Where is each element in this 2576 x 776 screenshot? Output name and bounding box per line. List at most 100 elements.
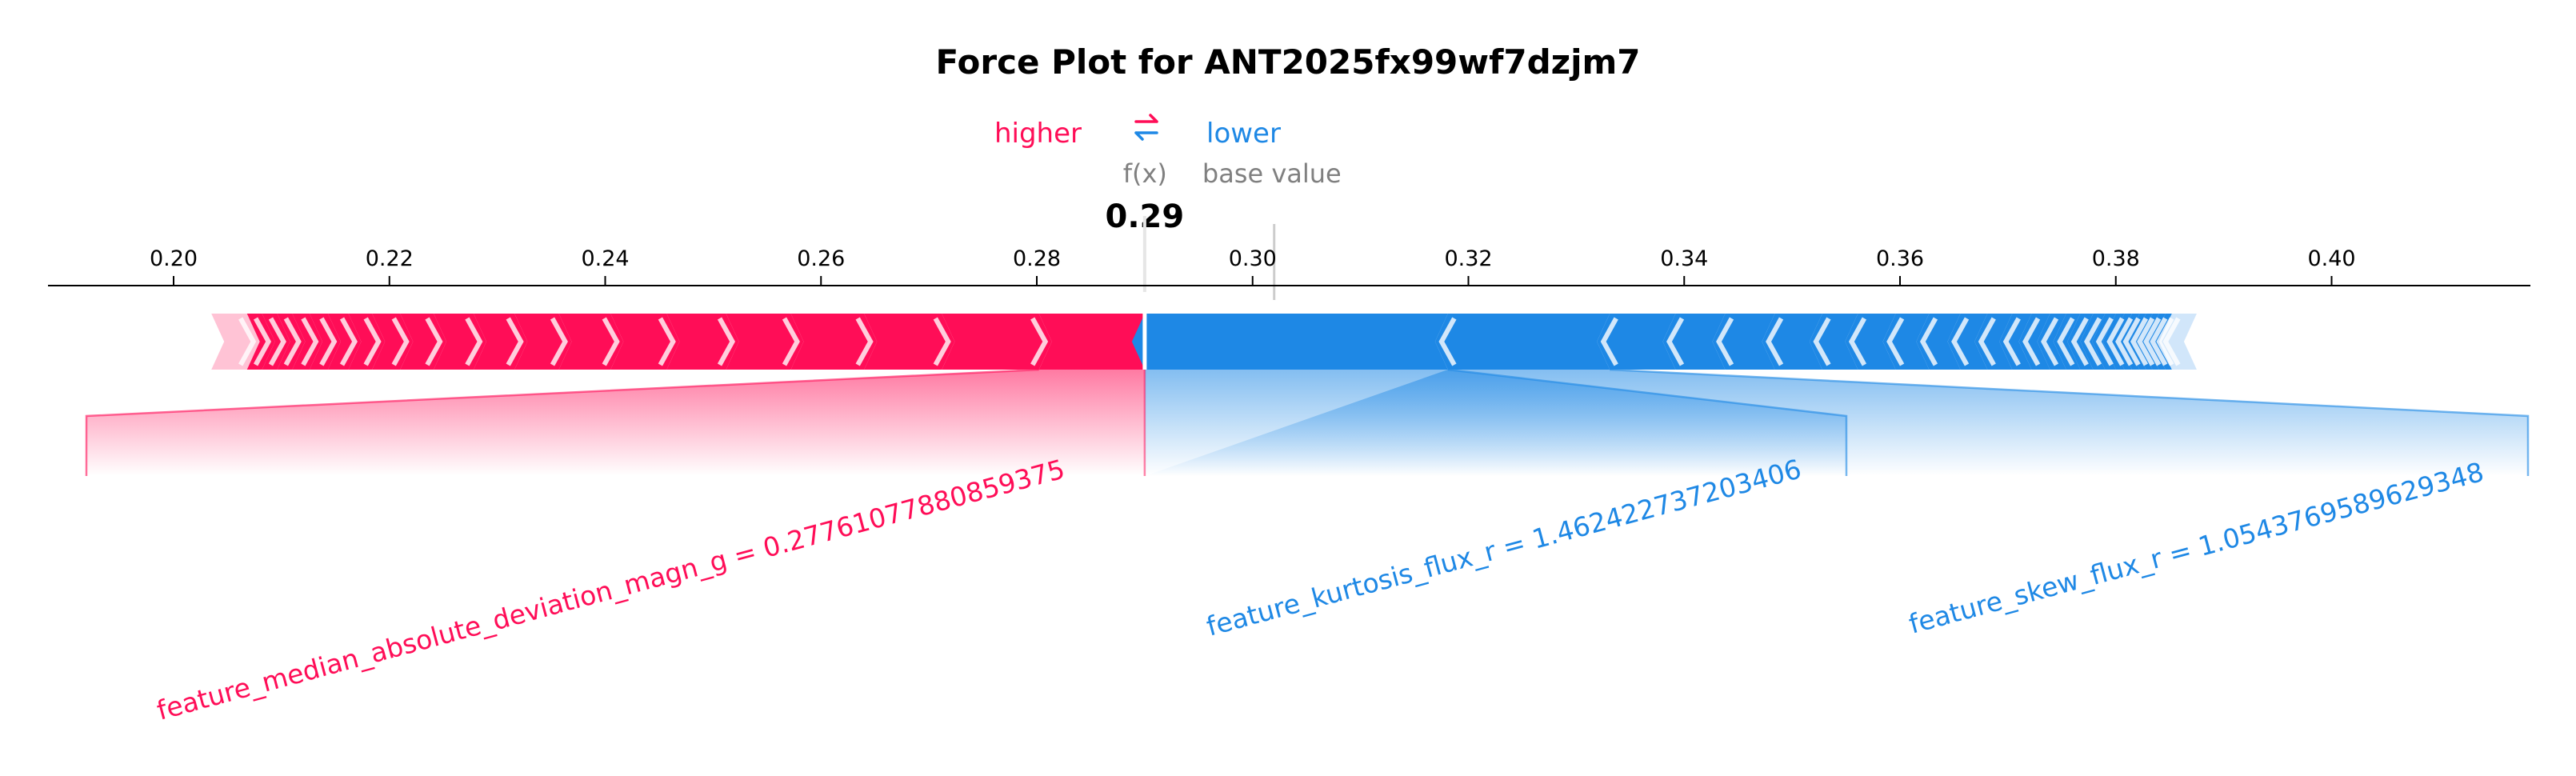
negative-force-segment (1131, 314, 1448, 370)
negative-force-segment (1974, 314, 2013, 370)
positive-force-segment (942, 314, 1052, 370)
negative-force-segment (1434, 314, 1610, 370)
negative-force-separator (2002, 317, 2021, 366)
label-connectors (85, 368, 2530, 476)
positive-force-segment (309, 314, 341, 370)
positive-force-segment (327, 314, 362, 370)
positive-force-separator (363, 317, 382, 366)
x-tick-label: 0.36 (1876, 246, 1924, 271)
feature-label: feature_median_absolute_deviation_magn_g… (154, 454, 1068, 726)
negative-force-segment (1999, 314, 2032, 370)
positive-force-separator (506, 317, 524, 366)
legend-higher: higher (994, 118, 1082, 150)
positive-force-segment (864, 314, 955, 370)
negative-force-separator (1886, 317, 1905, 366)
negative-force-separator (2106, 317, 2125, 366)
negative-force-separator (2083, 317, 2102, 366)
label-connector-line (1610, 368, 2530, 476)
x-axis: 0.20 0.22 0.24 0.26 0.28 0.30 0.32 0.34 0.36 0.38… (48, 246, 2530, 286)
x-tick-label: 0.22 (366, 246, 414, 271)
label-connector-fill (1144, 370, 2528, 476)
positive-force-segment (726, 314, 804, 370)
positive-force-segment (610, 314, 680, 370)
negative-force-separator (2150, 317, 2168, 366)
x-tick-label: 0.30 (1229, 246, 1277, 271)
x-tick-label: 0.28 (1013, 246, 1061, 271)
negative-force-separator (1438, 317, 1457, 366)
positive-force-segment (666, 314, 739, 370)
negative-force-segment (1916, 314, 1961, 370)
positive-force-separator (253, 317, 272, 366)
positive-force-separator (602, 317, 620, 366)
negative-force-separator (1848, 317, 1867, 366)
negative-force-separator (1600, 317, 1618, 366)
positive-force-segment (1038, 314, 1158, 370)
negative-force-separator (2143, 317, 2162, 366)
x-tick-label: 0.40 (2307, 246, 2355, 271)
negative-force-segment (2018, 314, 2050, 370)
x-tick-label: 0.34 (1660, 246, 1708, 271)
positive-force-separator (238, 317, 257, 366)
positive-force-separator (319, 317, 338, 366)
positive-force-separator (1030, 317, 1049, 366)
negative-force-separator (2057, 317, 2075, 366)
negative-force-separator (2162, 317, 2181, 366)
negative-force-separator (1666, 317, 1685, 366)
negative-force-separator (1716, 317, 1734, 366)
positive-force-separator (855, 317, 874, 366)
positive-force-separator (658, 317, 676, 366)
positive-force-separator (465, 317, 483, 366)
positive-force-separator (550, 317, 568, 366)
feature-label: feature_kurtosis_flux_r = 1.462422737203… (1203, 453, 1805, 642)
negative-force-segment (1947, 314, 1988, 370)
negative-force-segment (2037, 314, 2066, 370)
negative-force-separator (2156, 317, 2174, 366)
negative-force-separator (1978, 317, 1996, 366)
x-tick-label: 0.38 (2092, 246, 2140, 271)
positive-force-segment (348, 314, 386, 370)
positive-force-separator (391, 317, 410, 366)
positive-force-separator (339, 317, 358, 366)
negative-force-separator (2070, 317, 2089, 366)
x-tick-label: 0.24 (581, 246, 629, 271)
legend-lower: lower (1206, 118, 1281, 150)
negative-force-separator (1951, 317, 1970, 366)
positive-force-separator (268, 317, 286, 366)
feature-label: feature_skew_flux_r = 1.0543769589629348 (1906, 456, 2487, 640)
x-tick-label: 0.32 (1444, 246, 1492, 271)
feature-labels: feature_median_absolute_deviation_magn_g… (154, 453, 2487, 726)
negative-force-separator (1813, 317, 1831, 366)
negative-force-separator (2137, 317, 2155, 366)
positive-force-separator (283, 317, 302, 366)
negative-force-separator (1766, 317, 1784, 366)
positive-force-segment (292, 314, 322, 370)
swap-arrows-icon (1134, 114, 1158, 141)
positive-force-separator (301, 317, 319, 366)
negative-force-segment (2053, 314, 2081, 370)
positive-force-segment (246, 314, 275, 370)
positive-force-segment (262, 314, 290, 370)
negative-force-separator (1919, 317, 1938, 366)
positive-force-separator (425, 317, 443, 366)
chart-title: Force Plot for ANT2025fx99wf7dzjm7 (936, 42, 1641, 82)
label-connector-fill (86, 370, 1145, 476)
fx-label: f(x) (1123, 158, 1167, 189)
positive-force-separator (717, 317, 735, 366)
positive-force-segment (790, 314, 878, 370)
negative-force-separator (2115, 317, 2134, 366)
force-bars (211, 310, 2197, 373)
x-tick-label: 0.20 (150, 246, 198, 271)
positive-force-segment (372, 314, 414, 370)
negative-force-separator (2122, 317, 2141, 366)
positive-force-segment (277, 314, 306, 370)
negative-force-segment (1597, 314, 1676, 370)
positive-force-separator (782, 317, 800, 366)
positive-force-separator (933, 317, 951, 366)
negative-force-segment (2067, 314, 2094, 370)
label-connector-line (85, 368, 1039, 476)
base-value-label: base value (1202, 158, 1342, 189)
negative-force-separator (2095, 317, 2114, 366)
negative-force-separator (2022, 317, 2041, 366)
negative-force-separator (2041, 317, 2059, 366)
